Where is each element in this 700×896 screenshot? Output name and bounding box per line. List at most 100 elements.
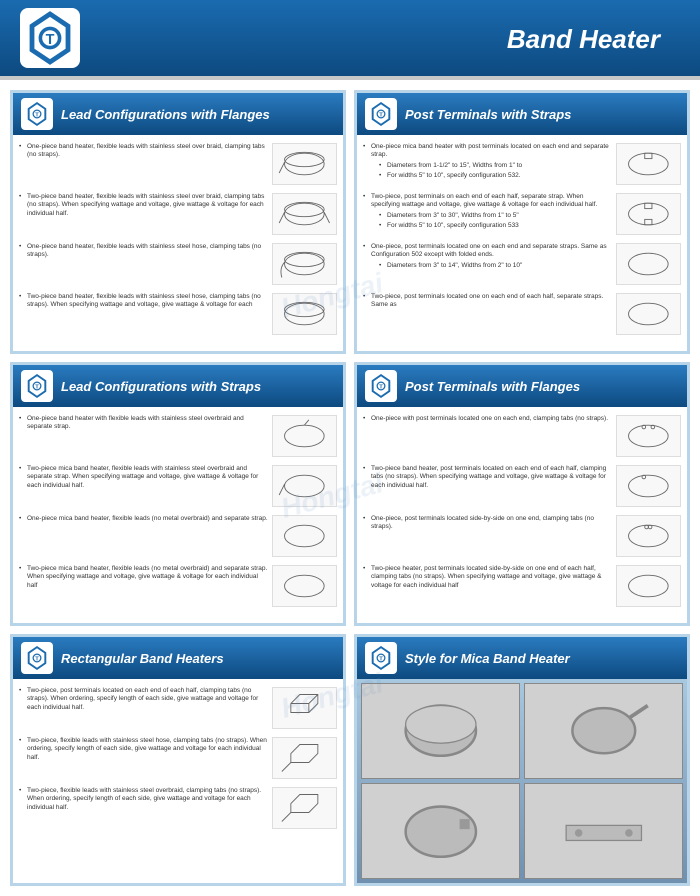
panel-title: Rectangular Band Heaters: [61, 651, 224, 666]
svg-text:T: T: [35, 385, 39, 391]
logo-icon: T: [20, 8, 80, 68]
heater-diagram-icon: [272, 143, 337, 185]
config-item: Two-piece heater, post terminals located…: [363, 565, 681, 607]
panel-logo-icon: T: [21, 98, 53, 130]
item-text: Two-piece band heater, post terminals lo…: [363, 465, 612, 490]
panel-title: Post Terminals with Flanges: [405, 379, 580, 394]
item-text: Two-piece mica band heater, flexible lea…: [19, 565, 268, 590]
panel-logo-icon: T: [365, 98, 397, 130]
photo-grid: [361, 683, 683, 879]
panel-header: T Post Terminals with Flanges: [357, 365, 687, 407]
item-text: Two-piece band heater, flexible leads wi…: [19, 293, 268, 310]
panel-body: One-piece mica band heater with post ter…: [357, 135, 687, 351]
main-header: T Band Heater: [0, 0, 700, 80]
config-item: One-piece, post terminals located side-b…: [363, 515, 681, 557]
config-item: Two-piece, post terminals on each end of…: [363, 193, 681, 235]
page-title: Band Heater: [507, 24, 660, 55]
panel-header: T Lead Configurations with Straps: [13, 365, 343, 407]
config-item: One-piece mica band heater with post ter…: [363, 143, 681, 185]
config-item: One-piece mica band heater, flexible lea…: [19, 515, 337, 557]
heater-diagram-icon: [616, 415, 681, 457]
heater-diagram-icon: [272, 565, 337, 607]
config-item: Two-piece, flexible leads with stainless…: [19, 787, 337, 829]
panel-body: One-piece band heater with flexible lead…: [13, 407, 343, 623]
svg-text:T: T: [379, 385, 383, 391]
config-item: Two-piece, post terminals located on eac…: [19, 687, 337, 729]
panel-title: Post Terminals with Straps: [405, 107, 571, 122]
config-item: Two-piece, post terminals located one on…: [363, 293, 681, 335]
panel-post-straps: T Post Terminals with Straps One-piece m…: [354, 90, 690, 354]
svg-text:T: T: [379, 657, 383, 663]
item-text: One-piece, post terminals located one on…: [363, 243, 612, 270]
item-text: Two-piece, post terminals located one on…: [363, 293, 612, 310]
config-item: Two-piece mica band heater, flexible lea…: [19, 565, 337, 607]
item-text: One-piece band heater, flexible leads wi…: [19, 243, 268, 260]
svg-text:T: T: [35, 657, 39, 663]
heater-diagram-icon: [616, 465, 681, 507]
heater-diagram-icon: [272, 787, 337, 829]
item-text: Two-piece mica band heater, flexible lea…: [19, 465, 268, 490]
config-item: One-piece band heater, flexible leads wi…: [19, 243, 337, 285]
panel-header: T Post Terminals with Straps: [357, 93, 687, 135]
item-text: One-piece band heater with flexible lead…: [19, 415, 268, 432]
panel-header: T Style for Mica Band Heater: [357, 637, 687, 679]
item-text: Two-piece band heater, flexible leads wi…: [19, 193, 268, 218]
heater-diagram-icon: [616, 193, 681, 235]
config-item: One-piece band heater with flexible lead…: [19, 415, 337, 457]
heater-diagram-icon: [616, 143, 681, 185]
config-item: One-piece band heater, flexible leads wi…: [19, 143, 337, 185]
product-photo: [524, 783, 683, 879]
product-photo: [361, 683, 520, 779]
item-text: One-piece with post terminals located on…: [363, 415, 612, 423]
panel-body: One-piece band heater, flexible leads wi…: [13, 135, 343, 351]
item-text: Two-piece, flexible leads with stainless…: [19, 787, 268, 812]
panel-body: One-piece with post terminals located on…: [357, 407, 687, 623]
item-text: Two-piece heater, post terminals located…: [363, 565, 612, 590]
panel-header: T Lead Configurations with Flanges: [13, 93, 343, 135]
config-item: One-piece, post terminals located one on…: [363, 243, 681, 285]
svg-text:T: T: [35, 113, 39, 119]
heater-diagram-icon: [616, 293, 681, 335]
heater-diagram-icon: [272, 293, 337, 335]
config-item: Two-piece band heater, flexible leads wi…: [19, 293, 337, 335]
config-item: Two-piece band heater, post terminals lo…: [363, 465, 681, 507]
panel-body: Two-piece, post terminals located on eac…: [13, 679, 343, 859]
heater-diagram-icon: [272, 415, 337, 457]
heater-diagram-icon: [272, 193, 337, 235]
panel-logo-icon: T: [21, 370, 53, 402]
panel-mica-style: T Style for Mica Band Heater: [354, 634, 690, 886]
config-item: Two-piece band heater, flexible leads wi…: [19, 193, 337, 235]
product-photo: [524, 683, 683, 779]
panel-grid: T Lead Configurations with Flanges One-p…: [0, 80, 700, 896]
panel-title: Lead Configurations with Flanges: [61, 107, 270, 122]
config-item: Two-piece mica band heater, flexible lea…: [19, 465, 337, 507]
heater-diagram-icon: [272, 243, 337, 285]
config-item: Two-piece, flexible leads with stainless…: [19, 737, 337, 779]
panel-logo-icon: T: [21, 642, 53, 674]
item-text: Two-piece, post terminals located on eac…: [19, 687, 268, 712]
heater-diagram-icon: [272, 737, 337, 779]
heater-diagram-icon: [616, 515, 681, 557]
panel-lead-straps: T Lead Configurations with Straps One-pi…: [10, 362, 346, 626]
item-text: Two-piece, post terminals on each end of…: [363, 193, 612, 231]
svg-text:T: T: [46, 32, 55, 48]
item-text: One-piece band heater, flexible leads wi…: [19, 143, 268, 160]
panel-lead-flanges: T Lead Configurations with Flanges One-p…: [10, 90, 346, 354]
product-photo: [361, 783, 520, 879]
item-text: One-piece mica band heater, flexible lea…: [19, 515, 268, 523]
config-item: One-piece with post terminals located on…: [363, 415, 681, 457]
heater-diagram-icon: [272, 687, 337, 729]
panel-post-flanges: T Post Terminals with Flanges One-piece …: [354, 362, 690, 626]
heater-diagram-icon: [616, 243, 681, 285]
svg-text:T: T: [379, 113, 383, 119]
panel-logo-icon: T: [365, 370, 397, 402]
panel-logo-icon: T: [365, 642, 397, 674]
panel-body: [357, 679, 687, 883]
panel-title: Lead Configurations with Straps: [61, 379, 261, 394]
heater-diagram-icon: [616, 565, 681, 607]
main-logo: T: [20, 8, 80, 68]
panel-rectangular: T Rectangular Band Heaters Two-piece, po…: [10, 634, 346, 886]
item-text: Two-piece, flexible leads with stainless…: [19, 737, 268, 762]
item-text: One-piece mica band heater with post ter…: [363, 143, 612, 181]
item-text: One-piece, post terminals located side-b…: [363, 515, 612, 532]
